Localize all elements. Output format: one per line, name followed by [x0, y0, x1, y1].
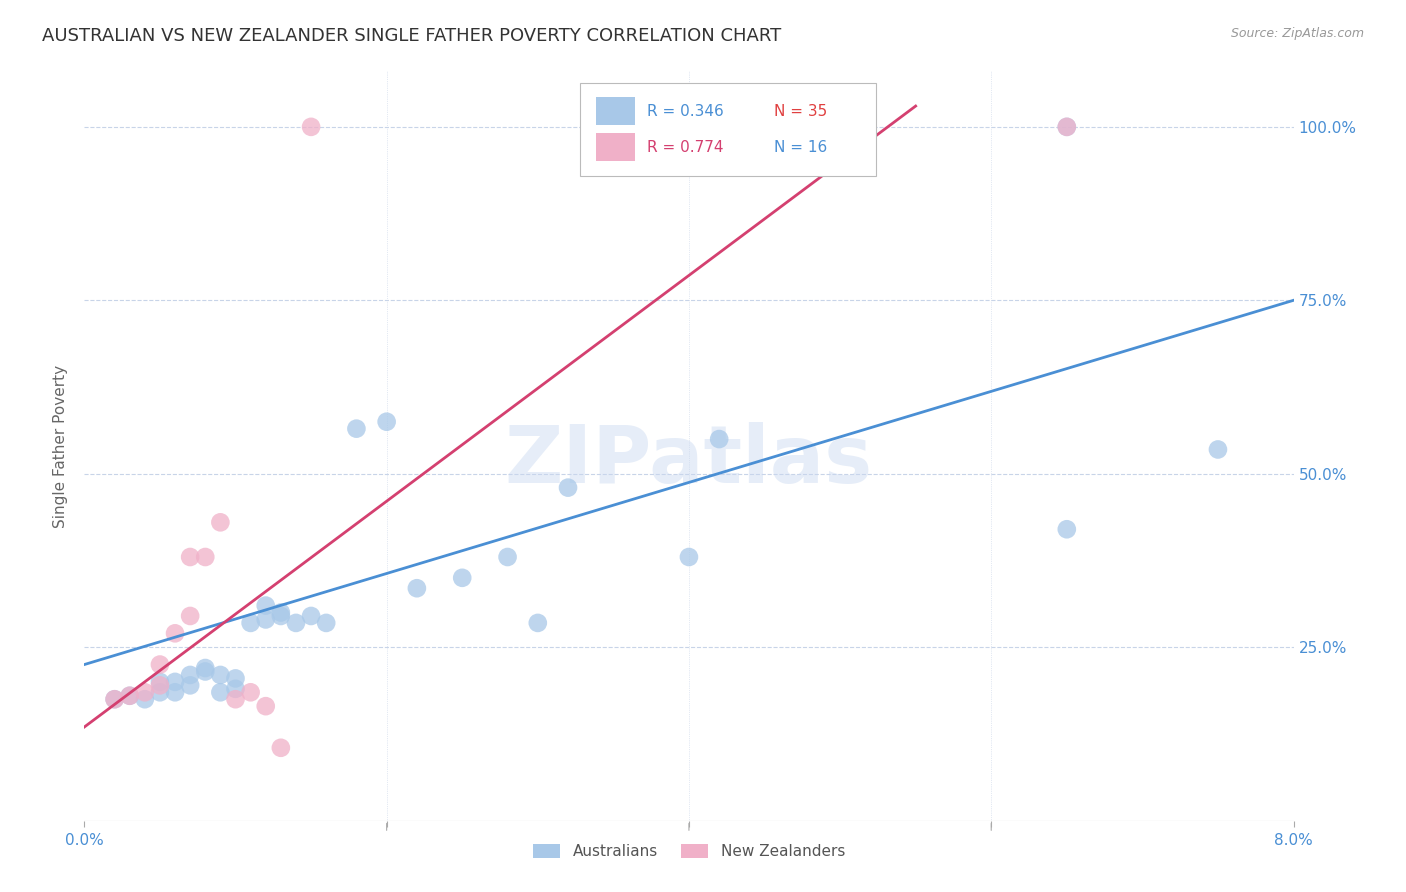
- Point: [209, 516, 232, 530]
- FancyBboxPatch shape: [596, 133, 634, 161]
- Y-axis label: Single Father Poverty: Single Father Poverty: [53, 365, 69, 527]
- Text: N = 16: N = 16: [773, 139, 827, 154]
- Point: [451, 571, 474, 585]
- Point: [1206, 442, 1229, 457]
- Point: [270, 609, 292, 624]
- Point: [239, 615, 262, 630]
- Point: [270, 606, 292, 620]
- Point: [179, 609, 201, 624]
- Point: [209, 685, 232, 699]
- Point: [299, 609, 322, 624]
- Point: [149, 678, 172, 692]
- Point: [225, 672, 247, 686]
- FancyBboxPatch shape: [581, 83, 876, 177]
- Point: [678, 549, 700, 564]
- Point: [406, 581, 429, 595]
- Point: [299, 120, 322, 134]
- Point: [254, 612, 277, 626]
- Point: [165, 674, 187, 689]
- Point: [285, 615, 308, 630]
- Point: [1056, 120, 1078, 134]
- Point: [496, 549, 519, 564]
- Point: [149, 685, 172, 699]
- Point: [134, 692, 156, 706]
- Point: [179, 549, 201, 564]
- Point: [254, 699, 277, 714]
- Point: [254, 599, 277, 613]
- Point: [709, 432, 731, 446]
- Point: [315, 615, 337, 630]
- Point: [149, 674, 172, 689]
- Text: AUSTRALIAN VS NEW ZEALANDER SINGLE FATHER POVERTY CORRELATION CHART: AUSTRALIAN VS NEW ZEALANDER SINGLE FATHE…: [42, 27, 782, 45]
- Point: [118, 689, 141, 703]
- Point: [1056, 522, 1078, 536]
- Text: Source: ZipAtlas.com: Source: ZipAtlas.com: [1230, 27, 1364, 40]
- Point: [179, 678, 201, 692]
- Text: R = 0.346: R = 0.346: [647, 103, 723, 119]
- Point: [270, 740, 292, 755]
- Text: R = 0.774: R = 0.774: [647, 139, 723, 154]
- Point: [557, 481, 579, 495]
- Point: [165, 626, 187, 640]
- Point: [375, 415, 398, 429]
- Legend: Australians, New Zealanders: Australians, New Zealanders: [527, 838, 851, 865]
- Point: [346, 422, 368, 436]
- Text: ZIPatlas: ZIPatlas: [505, 422, 873, 500]
- Point: [179, 668, 201, 682]
- Point: [165, 685, 187, 699]
- Point: [194, 665, 217, 679]
- Point: [527, 615, 550, 630]
- Point: [225, 692, 247, 706]
- Point: [209, 668, 232, 682]
- Point: [104, 692, 127, 706]
- Text: N = 35: N = 35: [773, 103, 827, 119]
- Point: [118, 689, 141, 703]
- FancyBboxPatch shape: [596, 97, 634, 125]
- Point: [194, 661, 217, 675]
- Point: [104, 692, 127, 706]
- Point: [134, 685, 156, 699]
- Point: [149, 657, 172, 672]
- Point: [225, 681, 247, 696]
- Point: [1056, 120, 1078, 134]
- Point: [194, 549, 217, 564]
- Point: [239, 685, 262, 699]
